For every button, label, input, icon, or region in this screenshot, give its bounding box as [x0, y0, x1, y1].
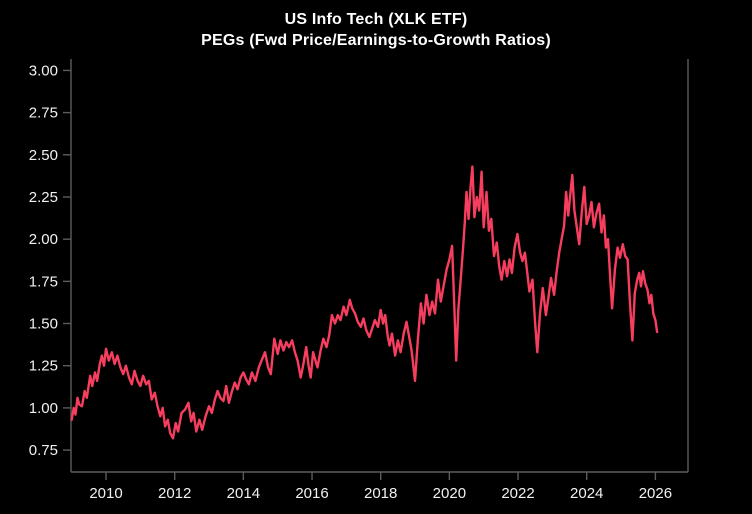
x-tick-label: 2012	[158, 485, 191, 502]
data-series-line	[70, 165, 659, 440]
y-tick-label: 1.25	[29, 358, 58, 375]
chart-subtitle: PEGs (Fwd Price/Earnings-to-Growth Ratio…	[201, 32, 551, 49]
x-tick-label: 2026	[639, 485, 672, 502]
x-tick-label: 2024	[570, 485, 603, 502]
y-tick-label: 0.75	[29, 442, 58, 459]
y-tick-label: 3.00	[29, 62, 58, 79]
chart-title: US Info Tech (XLK ETF)	[284, 11, 468, 28]
x-tick-label: 2018	[364, 485, 397, 502]
x-tick-label: 2010	[89, 485, 122, 502]
y-tick-label: 1.75	[29, 273, 58, 290]
x-tick-label: 2022	[501, 485, 534, 502]
x-tick-label: 2014	[227, 485, 260, 502]
x-tick-label: 2016	[295, 485, 328, 502]
y-tick-label: 1.50	[29, 316, 58, 333]
x-tick-label: 2020	[433, 485, 466, 502]
y-tick-label: 2.00	[29, 231, 58, 248]
y-tick-label: 1.00	[29, 400, 58, 417]
chart-header: US Info Tech (XLK ETF) PEGs (Fwd Price/E…	[0, 9, 752, 51]
y-tick-label: 2.50	[29, 147, 58, 164]
y-tick-label: 2.75	[29, 105, 58, 122]
y-tick-label: 2.25	[29, 189, 58, 206]
